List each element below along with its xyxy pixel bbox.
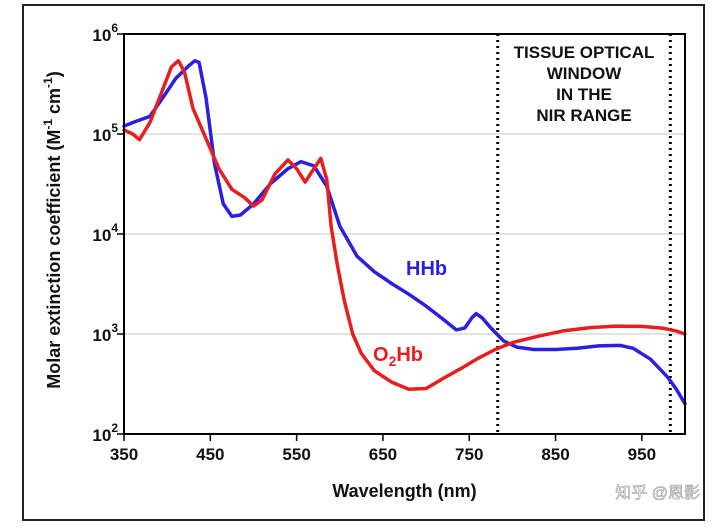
y-tick-exponent: 4 (111, 221, 118, 235)
axes: 350 450 550 650 750 850 950102103104105106Wave… (41, 21, 656, 501)
x-tick-label: 750 (455, 445, 483, 464)
y-tick-label: 105 (92, 121, 118, 145)
x-tick-label: 550 (282, 445, 310, 464)
series-line-o2hb (122, 59, 687, 392)
window-label-line: WINDOW (547, 64, 623, 83)
y-tick-exponent: 3 (111, 321, 118, 335)
window-label-line: NIR RANGE (536, 106, 631, 125)
x-tick-label: 650 (369, 445, 397, 464)
series-label-subscript: 2 (389, 353, 397, 369)
y-axis-title: Molar extinction coefficient (M-1 cm-1) (41, 71, 64, 388)
y-tick-exponent: 6 (111, 21, 118, 35)
series-lines (122, 59, 687, 406)
series-label-part: O (373, 344, 389, 366)
y-axis-title-part: ) (44, 71, 64, 77)
y-tick-base: 10 (92, 426, 111, 445)
y-tick-base: 10 (92, 226, 111, 245)
watermark-text: 知乎 @恩影 (615, 484, 700, 502)
series-label-part: Hb (396, 344, 423, 366)
y-tick-label: 103 (92, 321, 118, 345)
y-tick-exponent: 5 (111, 121, 118, 135)
series-label-part: HHb (406, 258, 447, 280)
x-tick-label: 350 (110, 445, 138, 464)
y-tick-base: 10 (92, 26, 111, 45)
y-axis-title-superscript: -1 (41, 119, 55, 130)
series-label-o2hb: O2Hb (373, 344, 423, 369)
x-tick-label: 850 (541, 445, 569, 464)
y-tick-exponent: 2 (111, 421, 118, 435)
x-axis-title: Wavelength (nm) (332, 481, 476, 501)
y-tick-label: 102 (92, 421, 118, 445)
window-label-line: TISSUE OPTICAL (514, 43, 655, 62)
y-axis-title-superscript: -1 (41, 77, 55, 88)
y-tick-label: 106 (92, 21, 118, 45)
series-line-hhb (122, 59, 687, 406)
series-label-hhb: HHb (406, 258, 447, 280)
window-label-line: IN THE (556, 85, 612, 104)
grid-lines (124, 133, 685, 335)
x-tick-label: 950 (628, 445, 656, 464)
y-tick-base: 10 (92, 326, 111, 345)
tissue-optical-window (496, 34, 672, 434)
y-axis-title-part: cm (44, 88, 64, 119)
annotations: TISSUE OPTICAL WINDOW IN THE NIR RANGE HHb O2… (373, 43, 654, 369)
y-tick-base: 10 (92, 126, 111, 145)
y-axis-title-part: Molar extinction coefficient (M (44, 130, 64, 389)
chart-frame (22, 4, 705, 521)
x-tick-label: 450 (196, 445, 224, 464)
y-tick-label: 104 (92, 221, 118, 245)
